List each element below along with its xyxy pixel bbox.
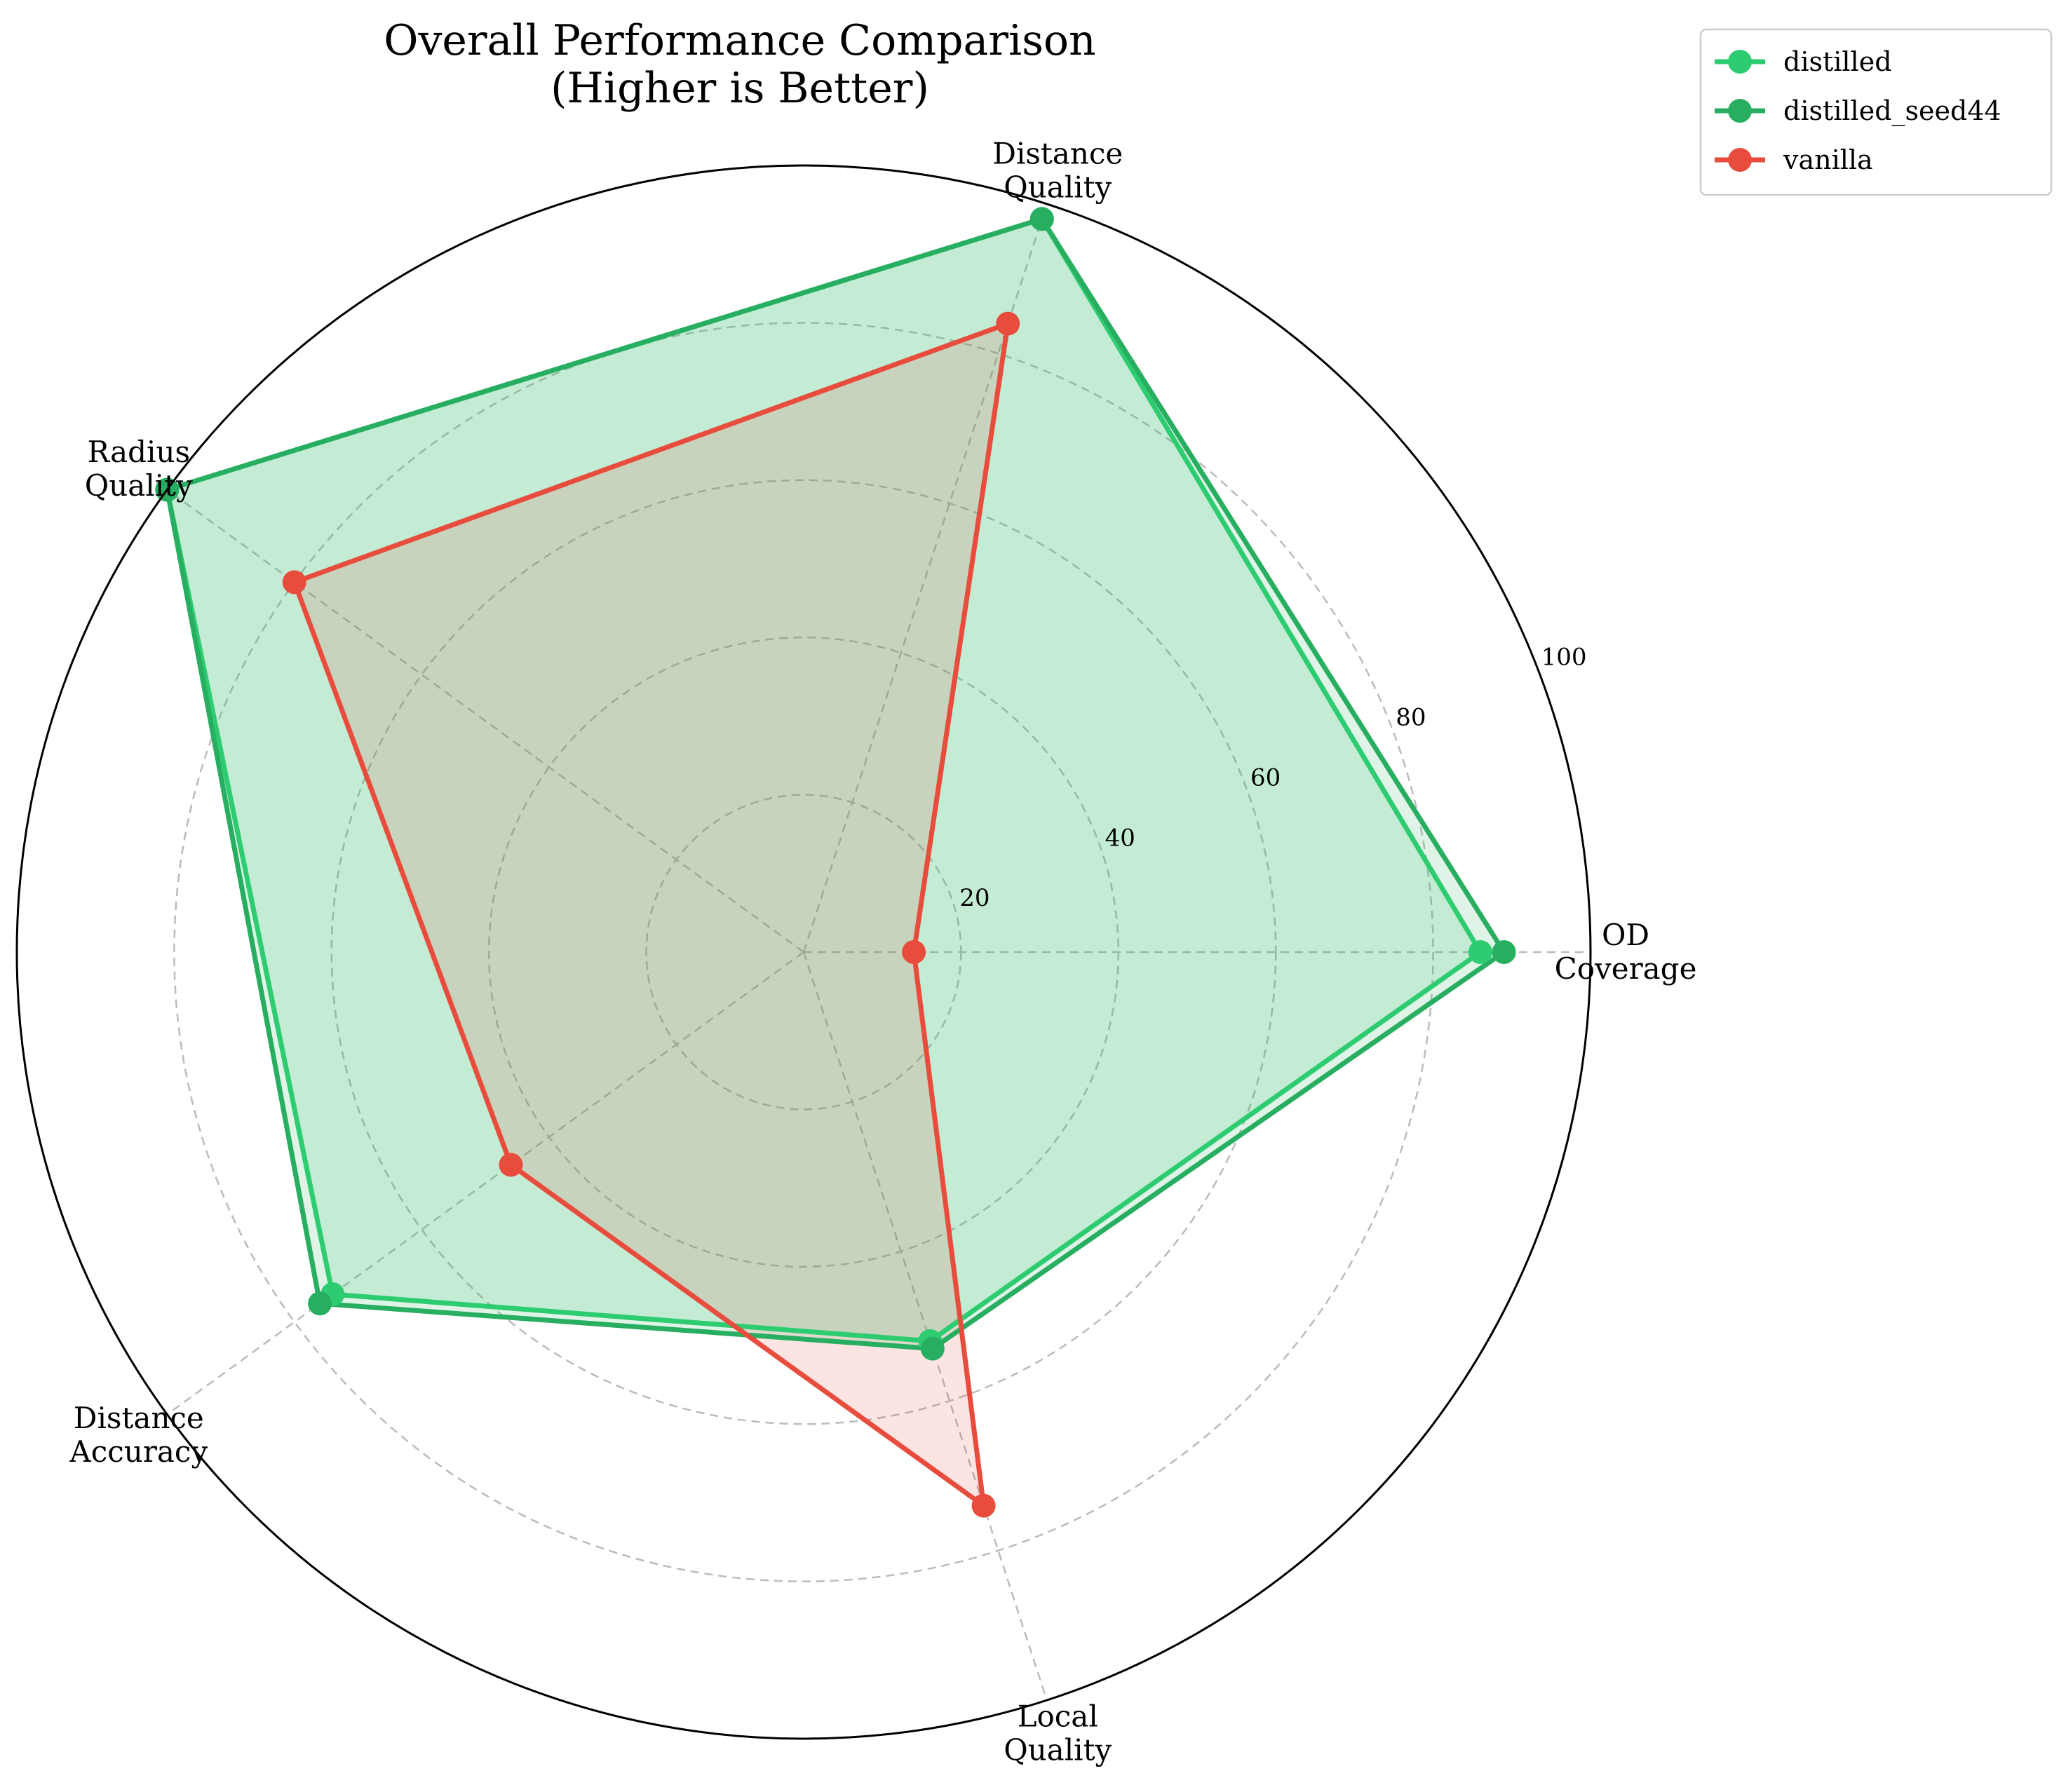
radial-tick-label: 60 (1250, 763, 1281, 792)
chart-title: Overall Performance Comparison(Higher is… (384, 16, 1095, 113)
legend-swatch-marker (1728, 99, 1752, 123)
grid-circle (173, 322, 1434, 1582)
data-point (971, 1493, 996, 1518)
series-fills (167, 219, 1504, 1506)
grid-spoke (166, 489, 804, 953)
radial-tick-label: 20 (959, 884, 990, 912)
series-fill (167, 219, 1480, 1341)
legend-label: distilled (1783, 46, 1892, 77)
grid-circle (330, 479, 1277, 1425)
series-line (164, 216, 1483, 1344)
grid-spoke (166, 951, 804, 1416)
data-point (499, 1153, 523, 1177)
outer-frame (15, 164, 1592, 1740)
legend-label: distilled_seed44 (1783, 95, 2001, 127)
data-point (996, 311, 1020, 336)
data-point (920, 1336, 945, 1361)
grid-spoke (802, 951, 1048, 1701)
chart-title-line: Overall Performance Comparison (384, 16, 1095, 65)
data-point (902, 940, 926, 964)
radial-tick-label: 40 (1105, 824, 1135, 852)
radial-tick-labels: 20 40 60 80 100 (959, 644, 1586, 913)
axis-labels: OD Coverage Distance Quality Radius Quality Di… (69, 136, 1696, 1767)
radial-tick-label: 100 (1541, 644, 1587, 672)
data-point (1492, 940, 1516, 964)
series-fill (294, 323, 1008, 1506)
legend-label: vanilla (1783, 144, 1873, 175)
legend-swatch-marker (1728, 50, 1752, 74)
series-fill (167, 219, 1504, 1349)
polar-grid (166, 203, 1591, 1701)
data-point (1029, 207, 1054, 231)
axis-label: Distance Accuracy (69, 1401, 208, 1469)
data-point (308, 1291, 332, 1316)
series-line (292, 321, 1011, 1509)
legend-box (1699, 28, 2053, 196)
grid-spoke (802, 203, 1048, 953)
series-lines (164, 216, 1507, 1509)
legend-swatch-marker (1728, 148, 1752, 172)
chart-title-line: (Higher is Better) (551, 64, 929, 113)
outer-circle (15, 164, 1592, 1740)
axis-label: Local Quality (1004, 1699, 1112, 1767)
axis-label: Distance Quality (992, 136, 1123, 204)
radial-tick-label: 80 (1396, 704, 1426, 732)
series-line (164, 216, 1507, 1352)
axis-label: Radius Quality (85, 435, 193, 503)
data-point (282, 570, 306, 595)
data-point (1468, 940, 1492, 964)
axis-label: OD Coverage (1555, 918, 1697, 986)
